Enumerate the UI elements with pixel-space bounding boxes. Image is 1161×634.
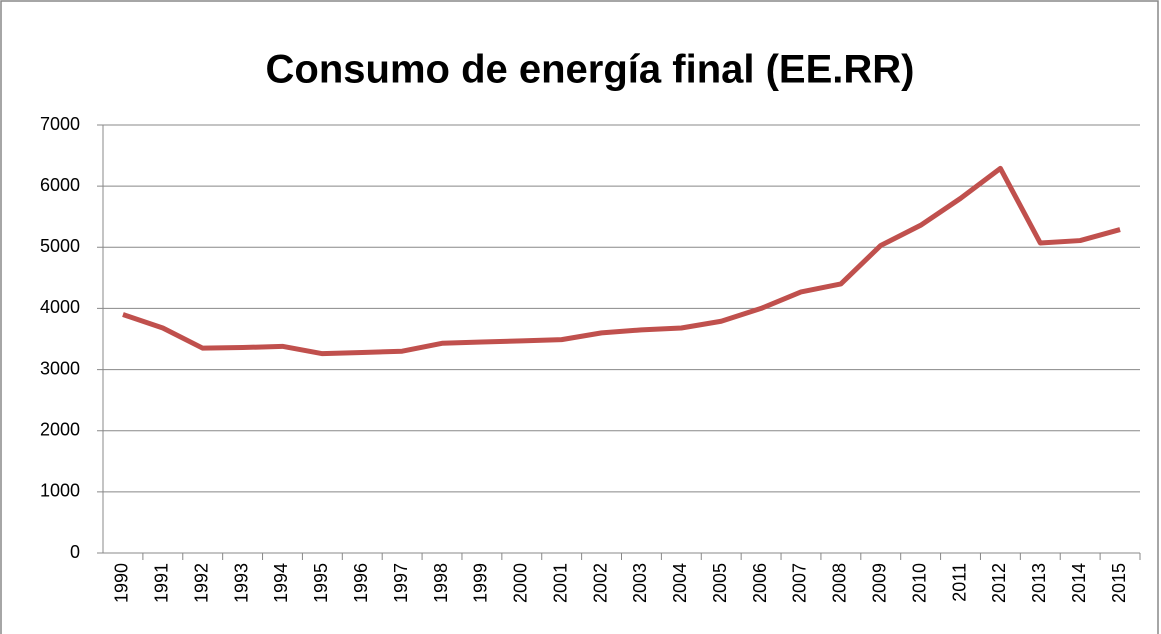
x-tick-label: 2009: [870, 563, 890, 603]
x-tick-label: 1992: [191, 563, 211, 603]
x-tick-label: 1993: [231, 563, 251, 603]
line-series: [122, 165, 1121, 357]
y-tick-label: 4000: [40, 297, 80, 317]
x-tick-label: 1999: [471, 563, 491, 603]
y-tick-label: 6000: [40, 175, 80, 195]
x-tick-label: 2012: [989, 563, 1009, 603]
x-tick-label: 2014: [1069, 563, 1089, 603]
y-tick-label: 1000: [40, 481, 80, 501]
x-tick-label: 2004: [670, 563, 690, 603]
x-tick-label: 2006: [750, 563, 770, 603]
x-tick-label: 2003: [630, 563, 650, 603]
x-tick-label: 1998: [431, 563, 451, 603]
y-tick-label: 5000: [40, 236, 80, 256]
x-tick-label: 2005: [710, 563, 730, 603]
chart-title: Consumo de energía final (EE.RR): [266, 48, 915, 92]
x-tick-label: 2002: [590, 563, 610, 603]
x-tick-label: 1991: [152, 563, 172, 603]
x-tick-label: 1994: [271, 563, 291, 603]
x-tick-label: 1995: [311, 563, 331, 603]
y-tick-label: 0: [70, 542, 80, 562]
x-tick-label: 2001: [550, 563, 570, 603]
x-tick-label: 1996: [351, 563, 371, 603]
x-tick-label: 1990: [112, 563, 132, 603]
y-tick-label: 3000: [40, 358, 80, 378]
x-tick-label: 2000: [511, 563, 531, 603]
x-tick-label: 2008: [830, 563, 850, 603]
x-tick-label: 2015: [1109, 563, 1129, 603]
y-tick-label: 7000: [40, 114, 80, 134]
x-tick-label: 1997: [391, 563, 411, 603]
y-tick-label: 2000: [40, 419, 80, 439]
x-tick-label: 2013: [1029, 563, 1049, 603]
x-tick-label: 2011: [949, 563, 969, 602]
x-tick-label: 2010: [909, 563, 929, 603]
x-tick-label: 2007: [790, 563, 810, 603]
